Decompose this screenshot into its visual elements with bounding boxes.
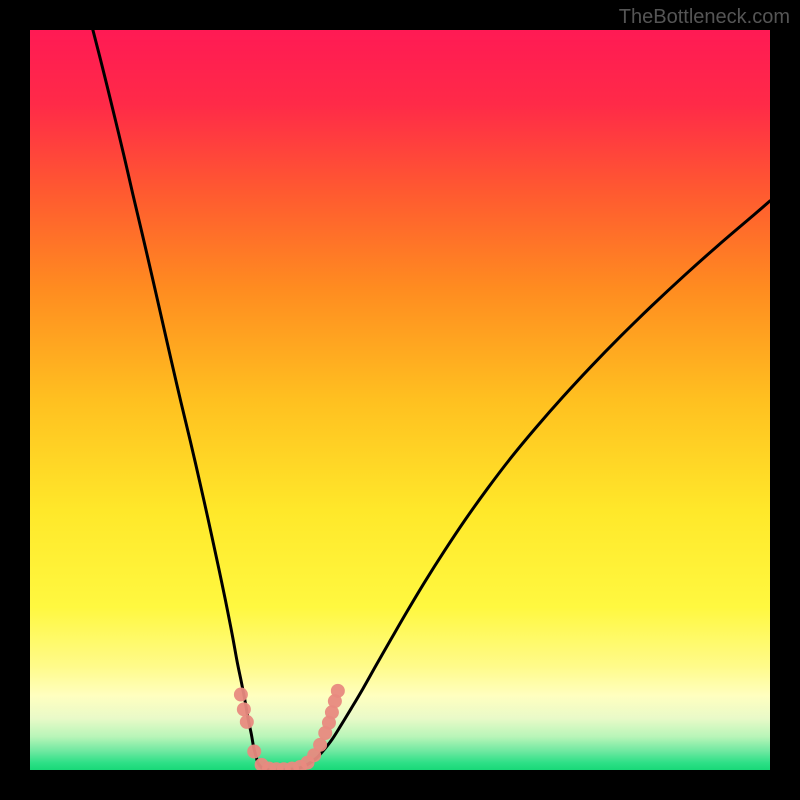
- marker-point: [240, 715, 254, 729]
- watermark-text: TheBottleneck.com: [619, 6, 790, 29]
- marker-point: [234, 688, 248, 702]
- marker-point: [247, 745, 261, 759]
- marker-point: [331, 684, 345, 698]
- gradient-background: [30, 30, 770, 770]
- bottleneck-chart-svg: [30, 30, 770, 770]
- plot-area: [30, 30, 770, 770]
- marker-point: [237, 702, 251, 716]
- chart-container: TheBottleneck.com: [0, 0, 800, 800]
